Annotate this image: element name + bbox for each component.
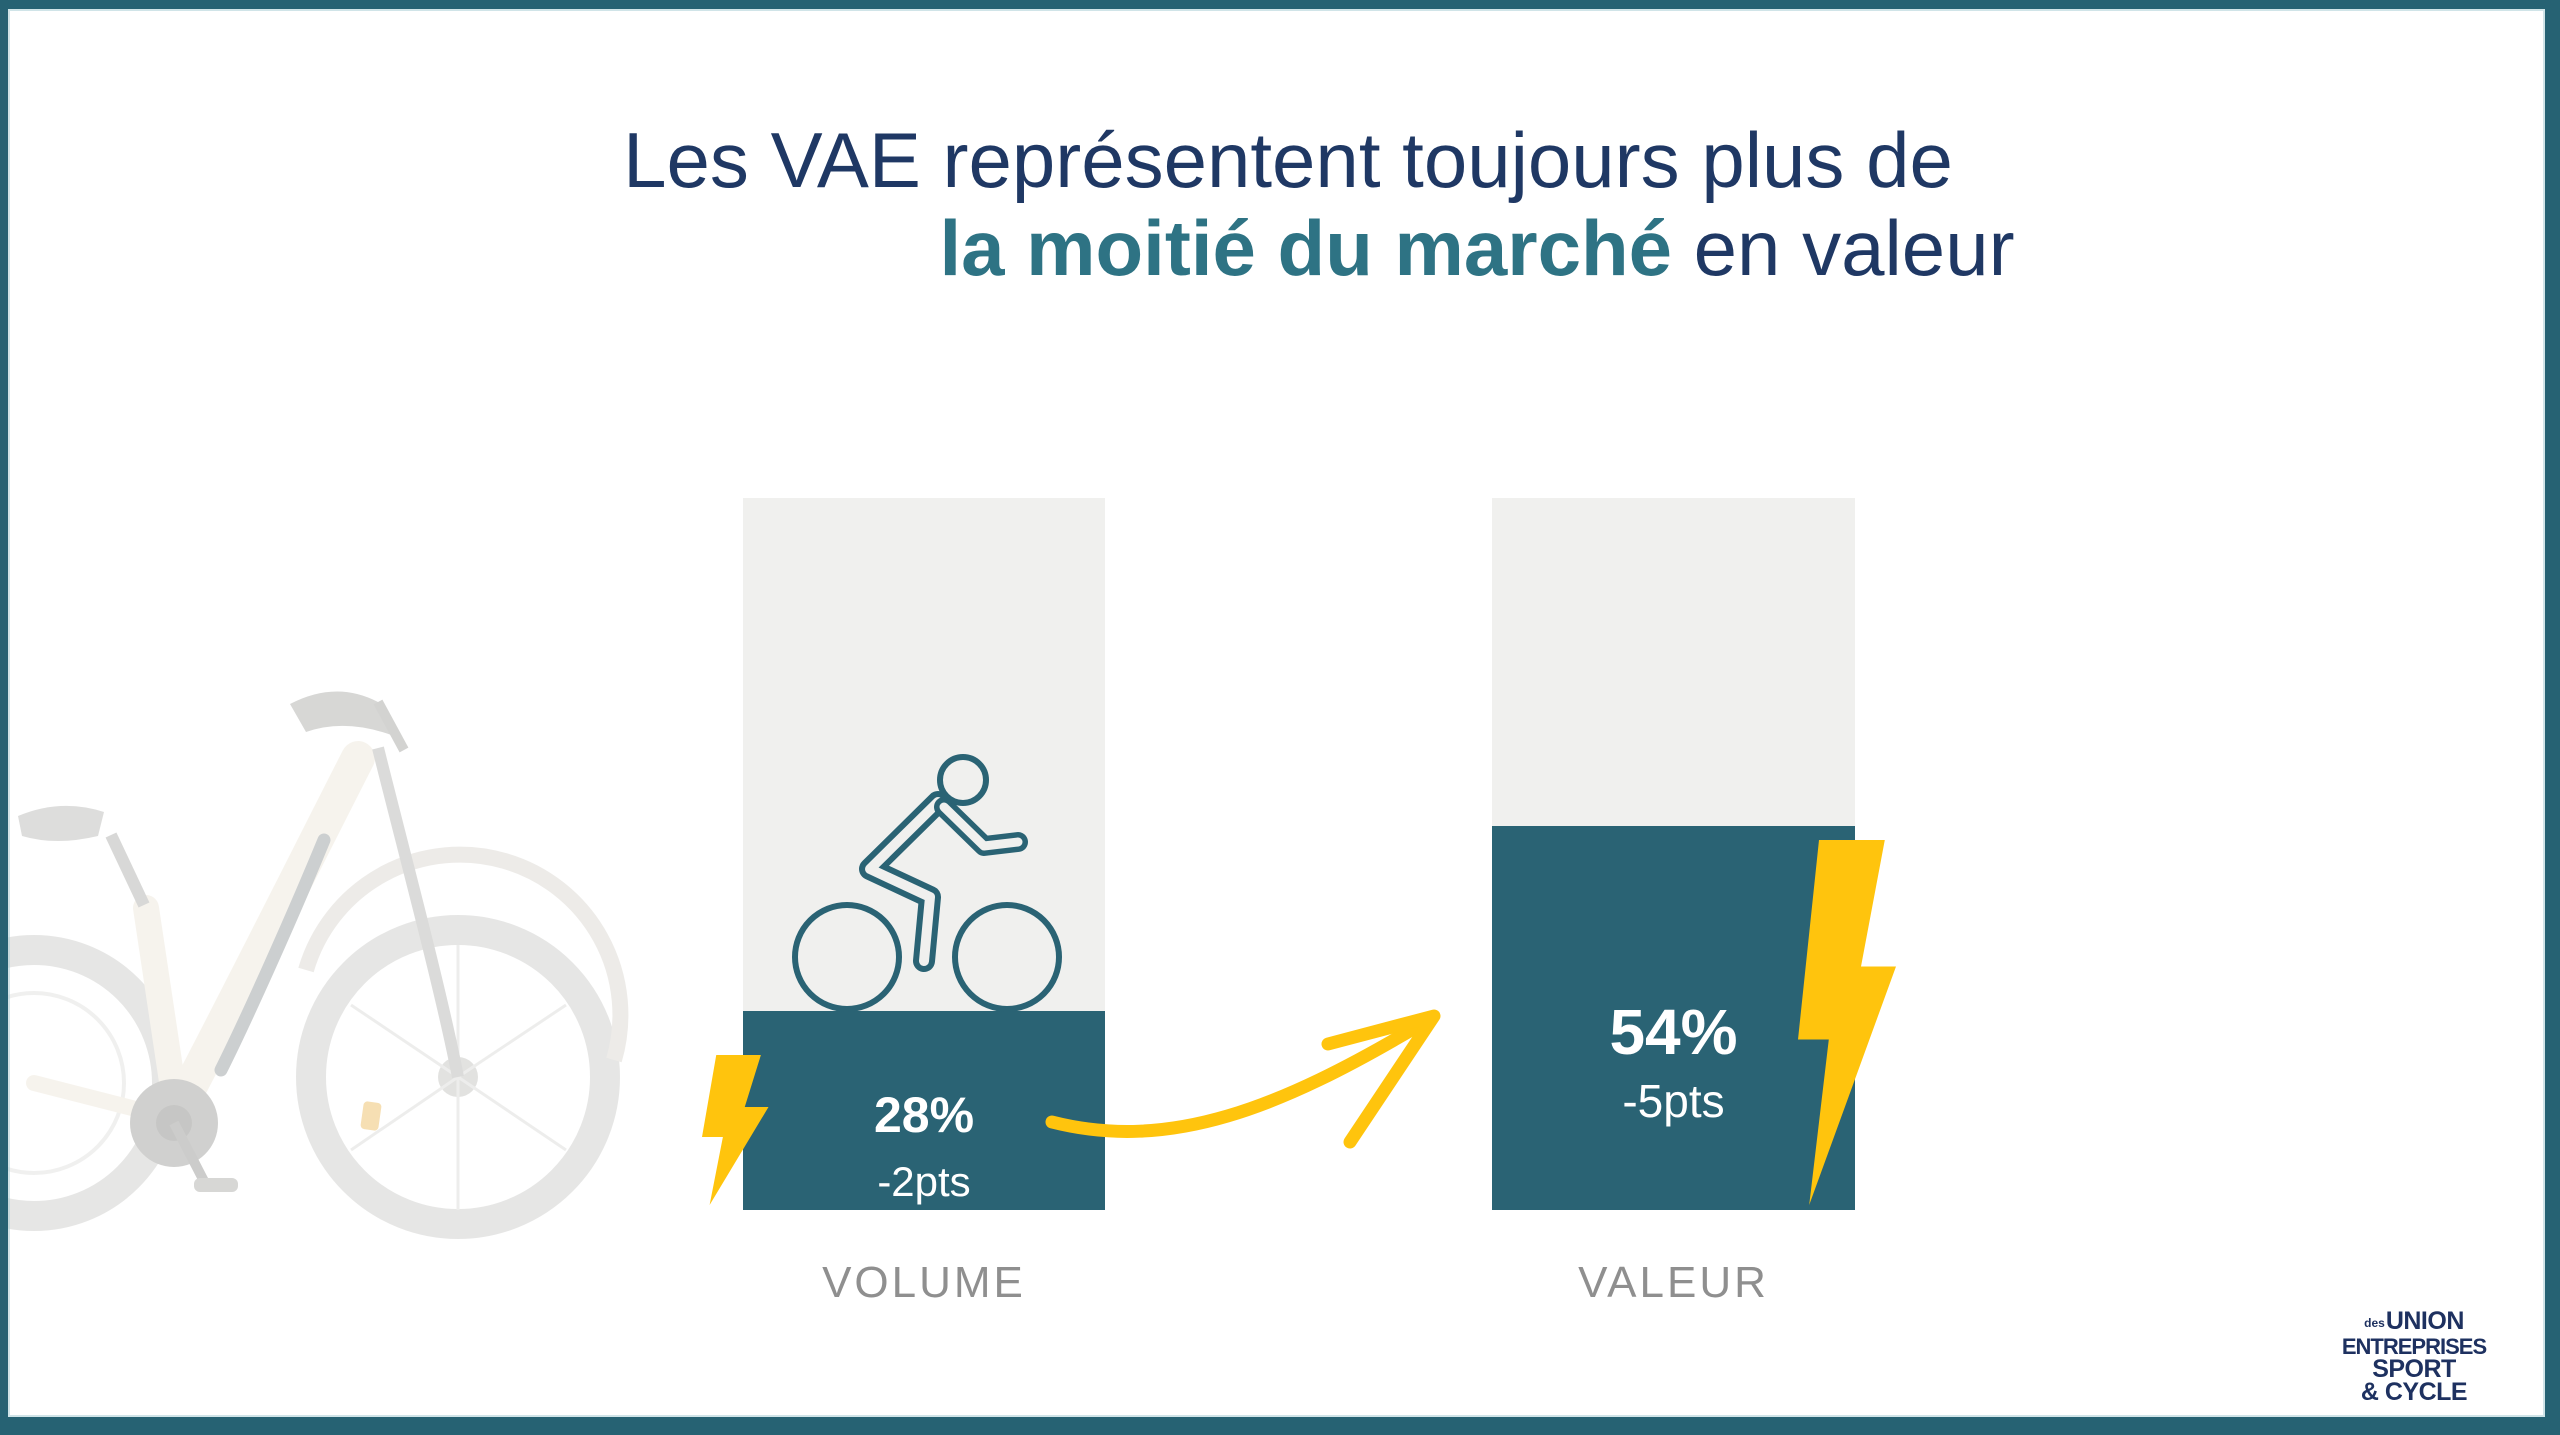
bar-volume-fill — [743, 1011, 1105, 1210]
bar-valeur-delta: -5pts — [1622, 1075, 1725, 1127]
slide-title-line1: Les VAE représentent toujours plus de — [623, 116, 1953, 204]
slide-title-line2-rest: en valeur — [1672, 204, 2015, 292]
bar-valeur: 54% -5pts — [1492, 498, 1855, 1210]
lightning-icon-large — [1798, 840, 1896, 1205]
trend-arrow-icon — [1045, 1009, 1441, 1149]
lightning-icon-small — [702, 1055, 769, 1205]
logo-line1: UNION — [2385, 1307, 2465, 1335]
bar-valeur-fill — [1492, 826, 1855, 1210]
axis-label-volume: VOLUME — [822, 1258, 1026, 1307]
logo-prefix: des — [2364, 1316, 2385, 1330]
bar-valeur-value: 54% — [1609, 996, 1738, 1068]
axis-label-valeur: VALEUR — [1578, 1258, 1769, 1307]
union-sport-cycle-logo: desUNION ENTREPRISES SPORT & CYCLE — [2330, 1307, 2498, 1406]
bar-volume: 28% -2pts — [743, 498, 1105, 1210]
slide-title-line2: la moitié du marché en valeur — [939, 206, 2014, 290]
ebike-photo — [6, 691, 629, 1239]
cyclist-icon — [792, 754, 1062, 1012]
logo-line2: ENTREPRISES — [2341, 1334, 2487, 1359]
bar-volume-delta: -2pts — [877, 1158, 971, 1205]
logo-line4: & CYCLE — [2360, 1378, 2468, 1406]
logo-line3: SPORT — [2372, 1355, 2456, 1383]
bar-volume-value: 28% — [873, 1087, 975, 1143]
slide-title-accent: la moitié du marché — [939, 204, 1672, 292]
